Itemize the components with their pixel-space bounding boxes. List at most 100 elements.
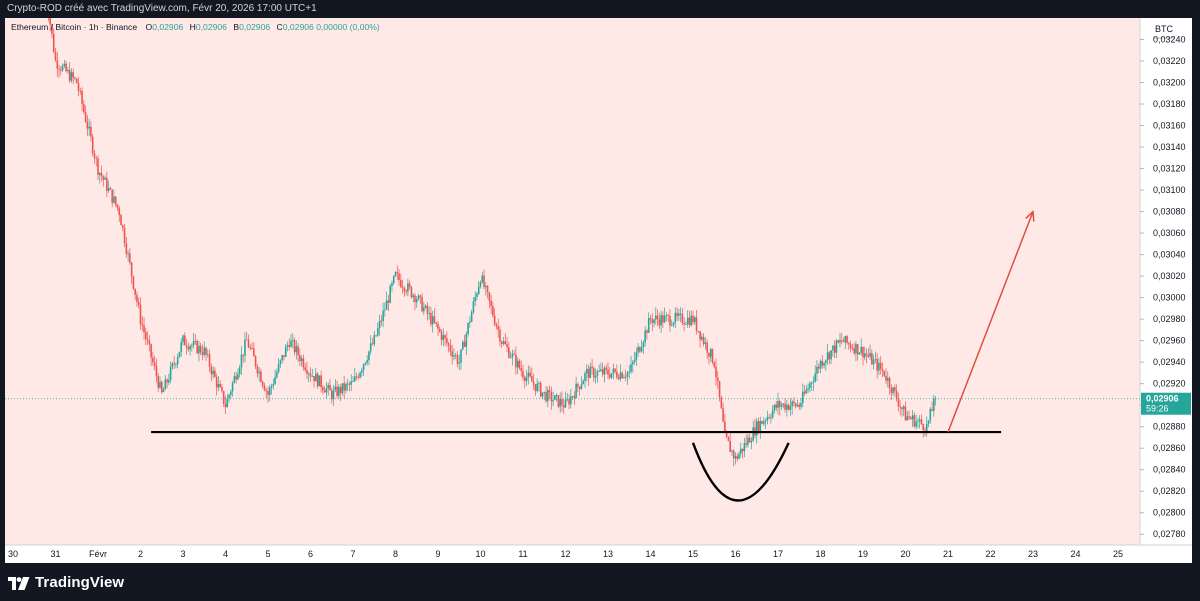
candle-body: [832, 345, 834, 351]
candle-body: [667, 315, 670, 317]
candle-body: [373, 335, 376, 345]
candle-body: [394, 272, 397, 277]
candle-body: [663, 315, 666, 323]
candle-body: [736, 456, 739, 459]
candle-body: [743, 443, 746, 452]
header-text: Crypto-ROD créé avec TradingView.com, Fé…: [7, 3, 317, 14]
price-tick-label: 0,03180: [1153, 99, 1186, 109]
candle-body: [171, 363, 174, 367]
price-tick-label: 0,03000: [1153, 293, 1186, 303]
candle-body: [651, 319, 654, 324]
candle-body: [97, 158, 99, 175]
candle-body: [810, 382, 813, 384]
candle-body: [488, 292, 491, 301]
time-axis[interactable]: 30 31 Févr 2 3 4 5 6 7 8 9 10 11 12 13 14 15 16 17 18 19 20 21…: [8, 549, 1123, 559]
time-tick-label: 6: [308, 549, 313, 559]
candle-body: [132, 276, 135, 289]
candle-body: [221, 387, 223, 392]
candle-body: [238, 367, 241, 374]
candle-body: [901, 407, 903, 410]
candle-body: [400, 280, 402, 287]
candle-body: [578, 386, 581, 389]
candle-body: [516, 360, 519, 368]
price-tick-label: 0,03060: [1153, 228, 1186, 238]
candle-body: [580, 384, 583, 389]
candle-body: [925, 423, 928, 432]
candle-body: [531, 376, 533, 382]
candle-body: [369, 343, 372, 352]
candle-body: [817, 366, 820, 369]
candle-body: [534, 384, 537, 391]
candle-body: [166, 379, 168, 383]
candle-body: [465, 333, 468, 347]
candle-body: [837, 340, 840, 343]
candle-body: [299, 355, 301, 362]
last-price-countdown: 59:26: [1146, 404, 1169, 414]
candle-body: [65, 63, 67, 72]
candle-body: [320, 375, 322, 388]
candle-body: [748, 437, 751, 443]
candle-body: [823, 362, 825, 366]
candle-body: [601, 369, 604, 375]
candle-body: [623, 376, 625, 378]
candle-body: [612, 368, 615, 374]
candle-body: [235, 376, 237, 380]
candle-body: [183, 335, 186, 346]
plot-background: [5, 18, 1140, 545]
candle-body: [768, 417, 770, 418]
candle-body: [67, 70, 69, 72]
candle-body: [302, 358, 305, 368]
candle-body: [745, 443, 747, 445]
candle-body: [267, 391, 269, 395]
price-chart[interactable]: Ethereum / Bitcoin · 1h · Binance O0,029…: [5, 18, 1192, 563]
candle-body: [338, 387, 340, 396]
candle-body: [500, 341, 503, 344]
candle-body: [447, 343, 450, 346]
candle-body: [522, 371, 524, 378]
candle-body: [334, 386, 337, 391]
candle-body: [329, 385, 331, 391]
candle-body: [660, 315, 662, 326]
candle-body: [148, 340, 151, 345]
rounded-bottom-curve[interactable]: [691, 442, 790, 502]
trend-arrow-line[interactable]: [947, 211, 1034, 433]
candle-body: [210, 366, 213, 375]
candle-body: [182, 335, 184, 343]
candle-body: [341, 383, 344, 394]
chart-area[interactable]: Ethereum / Bitcoin · 1h · Binance O0,029…: [5, 18, 1192, 563]
candle-body: [222, 391, 225, 405]
price-tick-label: 0,03140: [1153, 142, 1186, 152]
candle-body: [793, 401, 795, 404]
time-tick-label: 8: [393, 549, 398, 559]
candle-body: [444, 335, 446, 339]
price-axis[interactable]: 0,02780 0,02800 0,02820 0,02840 0,02860 0,028…: [1140, 35, 1186, 540]
candle-body: [194, 341, 197, 342]
candle-body: [608, 374, 611, 378]
time-tick-label: 7: [350, 549, 355, 559]
candle-body: [54, 51, 57, 61]
candle-body: [318, 375, 321, 387]
candle-body: [616, 371, 618, 378]
candle-body: [435, 322, 438, 324]
candle-body: [274, 377, 276, 385]
candle-body: [764, 420, 767, 422]
candle-body: [722, 408, 724, 422]
candle-body: [438, 328, 441, 332]
candle-body: [178, 351, 181, 358]
candle-body: [93, 153, 96, 158]
candle-body: [121, 225, 124, 228]
candle-body: [809, 383, 811, 389]
candle-body: [153, 362, 156, 367]
candle-body: [323, 390, 326, 393]
candle-body: [883, 370, 886, 376]
candle-body: [554, 395, 556, 400]
candle-body: [566, 399, 569, 401]
time-tick-label: 2: [138, 549, 143, 559]
candle-body: [433, 316, 436, 323]
candle-body: [123, 227, 126, 244]
candle-body: [674, 312, 677, 323]
time-tick-label: 19: [858, 549, 868, 559]
candle-body: [100, 172, 103, 177]
candle-body: [711, 348, 714, 363]
time-tick-label: 10: [475, 549, 485, 559]
